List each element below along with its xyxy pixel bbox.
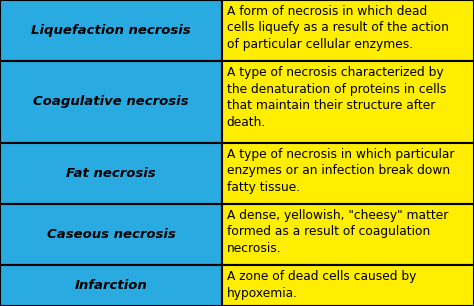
- Bar: [222, 265, 474, 306]
- Bar: [222, 143, 474, 204]
- Text: Caseous necrosis: Caseous necrosis: [46, 228, 175, 241]
- Bar: [0, 204, 222, 265]
- Text: A type of necrosis characterized by
the denaturation of proteins in cells
that m: A type of necrosis characterized by the …: [227, 66, 446, 129]
- Text: Fat necrosis: Fat necrosis: [66, 167, 156, 180]
- Bar: [222, 61, 474, 143]
- Text: A zone of dead cells caused by
hypoxemia.: A zone of dead cells caused by hypoxemia…: [227, 270, 416, 300]
- Bar: [0, 0, 222, 61]
- Text: Infarction: Infarction: [74, 279, 147, 292]
- Bar: [222, 0, 474, 61]
- Bar: [0, 143, 222, 204]
- Text: Coagulative necrosis: Coagulative necrosis: [33, 95, 189, 109]
- Text: A type of necrosis in which particular
enzymes or an infection break down
fatty : A type of necrosis in which particular e…: [227, 148, 455, 194]
- Bar: [222, 204, 474, 265]
- Bar: [0, 61, 222, 143]
- Text: A dense, yellowish, "cheesy" matter
formed as a result of coagulation
necrosis.: A dense, yellowish, "cheesy" matter form…: [227, 209, 448, 255]
- Text: A form of necrosis in which dead
cells liquefy as a result of the action
of part: A form of necrosis in which dead cells l…: [227, 5, 449, 51]
- Text: Liquefaction necrosis: Liquefaction necrosis: [31, 24, 191, 37]
- Bar: [0, 265, 222, 306]
